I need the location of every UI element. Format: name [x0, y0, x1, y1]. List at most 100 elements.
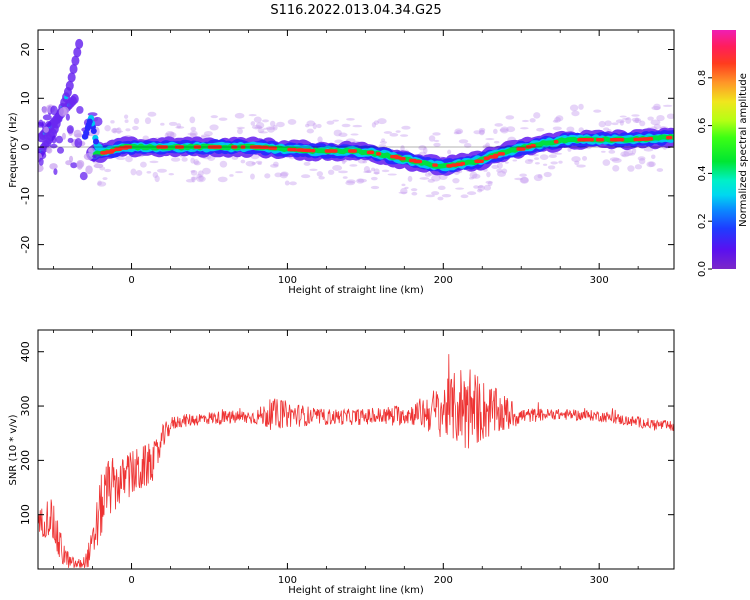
snr-ytick-label: 200 [19, 450, 32, 471]
spectrogram-xlabel: Height of straight line (km) [288, 285, 424, 296]
spectrogram-halo-blob [625, 117, 632, 124]
spectrogram-halo-blob [455, 187, 465, 190]
spectrogram-halo-blob [487, 181, 493, 187]
spectrogram-halo-blob [316, 123, 322, 129]
spectrogram-halo-blob [479, 129, 485, 135]
spectrogram-bump-blob [83, 129, 90, 136]
spectrogram-early-blob [61, 132, 66, 140]
spectrogram-halo-blob [401, 125, 411, 130]
spectrogram-halo-blob [373, 120, 379, 125]
spectrogram-halo-blob [198, 175, 204, 182]
spectrogram-halo-blob [189, 130, 198, 138]
spectrogram-halo-blob [603, 127, 610, 131]
spectrogram-halo-blob [651, 105, 661, 111]
spectrogram-halo-blob [485, 180, 493, 184]
spectrogram-halo-blob [269, 120, 276, 127]
spectrogram-halo-blob [631, 117, 642, 122]
snr-panel: 0 100 200 300 400 300 200 100 Height of straigh… [8, 329, 675, 596]
spectrogram-halo-blob [529, 118, 536, 123]
spectrogram-ytick-label: 10 [19, 91, 32, 105]
spectrogram-halo-blob [160, 122, 165, 126]
spectrogram-halo-blob [341, 123, 351, 128]
spectrogram-halo-blob [210, 115, 219, 119]
spectrogram-halo-blob [373, 168, 380, 175]
spectrogram-halo-blob [251, 161, 257, 165]
spectrogram-halo-blob [332, 119, 340, 122]
spectrogram-early-blob [74, 138, 83, 149]
spectrogram-halo-blob [401, 183, 406, 187]
spectrogram-halo-blob [345, 180, 356, 186]
spectrogram-halo-blob [133, 117, 140, 125]
spectrogram-halo-blob [140, 161, 147, 168]
spectrogram-halo-blob [431, 174, 441, 182]
spectrogram-halo-blob [656, 168, 664, 172]
spectrogram-halo-blob [373, 172, 380, 175]
spectrogram-early-blob [53, 168, 58, 175]
spectrogram-halo-blob [263, 127, 269, 130]
spectrogram-halo-blob [456, 129, 462, 135]
spectrogram-halo-blob [190, 126, 197, 132]
spectrogram-halo-blob [533, 112, 541, 119]
spectrogram-xtick-label: 200 [434, 275, 453, 286]
spectrogram-halo-blob [236, 126, 245, 130]
spectrogram-halo-blob [500, 126, 509, 134]
spectrogram-halo-blob [116, 127, 122, 135]
spectrogram-halo-blob [264, 173, 271, 179]
spectrogram-halo-blob [279, 172, 288, 179]
spectrogram-halo-blob [477, 184, 485, 192]
spectrogram-halo-blob [634, 164, 643, 170]
spectrogram-halo-blob [110, 120, 115, 124]
spectrogram-halo-blob [165, 131, 175, 137]
spectrogram-halo-blob [104, 125, 111, 132]
spectrogram-halo-blob [240, 159, 246, 164]
spectrogram-halo-blob [176, 123, 182, 129]
spectrogram-early-blob [65, 113, 70, 121]
spectrogram-halo-blob [157, 168, 167, 173]
spectrogram-early-blob [88, 148, 94, 157]
spectrogram-halo-blob [327, 169, 335, 175]
spectrogram-halo-blob [190, 170, 198, 176]
spectrogram-halo-blob [389, 132, 399, 137]
spectrogram-halo-blob [437, 185, 446, 191]
spectrogram-halo-blob [175, 126, 185, 129]
spectrogram-halo-blob [306, 120, 316, 127]
spectrogram-halo-blob [370, 176, 378, 181]
spectrogram-halo-blob [274, 172, 282, 178]
spectrogram-halo-blob [571, 156, 581, 163]
spectrogram-halo-blob [371, 167, 376, 172]
spectrogram-halo-blob [469, 171, 478, 179]
spectrogram-halo-blob [539, 154, 549, 161]
spectrogram-early-blob [45, 120, 52, 128]
spectrogram-halo-blob [598, 120, 606, 128]
spectrogram-frame [37, 29, 675, 270]
spectrogram-halo-blob [125, 128, 131, 132]
spectrogram-halo-blob [219, 160, 228, 168]
spectrogram-halo-blob [514, 177, 524, 181]
spectrogram-halo-blob [534, 162, 540, 165]
spectrogram-halo-blob [303, 161, 311, 166]
spectrogram-halo-blob [245, 160, 256, 167]
spectrogram-arc-blob [75, 38, 84, 49]
spectrogram-halo-blob [276, 121, 285, 128]
spectrogram-halo-blob [452, 178, 460, 184]
spectrogram-halo-blob [466, 191, 477, 196]
spectrogram-halo-blob [349, 164, 358, 167]
spectrogram-halo-blob [527, 159, 534, 162]
snr-frame [37, 329, 675, 570]
spectrogram-halo-blob [478, 127, 486, 133]
spectrogram-halo-blob [168, 173, 175, 176]
spectrogram-halo-blob [332, 165, 343, 171]
spectrogram-halo-blob [338, 132, 348, 138]
spectrogram-halo-blob [250, 121, 256, 126]
spectrogram-halo-blob [229, 174, 234, 177]
spectrogram-halo-blob [147, 111, 157, 117]
spectrogram-halo-blob [116, 157, 126, 161]
spectrogram-arc-blob [71, 55, 80, 66]
spectrogram-halo-blob [558, 160, 563, 164]
spectrogram-halo-blob [473, 185, 479, 189]
spectrogram-halo-blob [419, 177, 430, 180]
spectrogram-halo-blob [300, 174, 311, 179]
spectrogram-halo-blob [111, 128, 117, 134]
spectrogram-halo-blob [608, 149, 616, 154]
